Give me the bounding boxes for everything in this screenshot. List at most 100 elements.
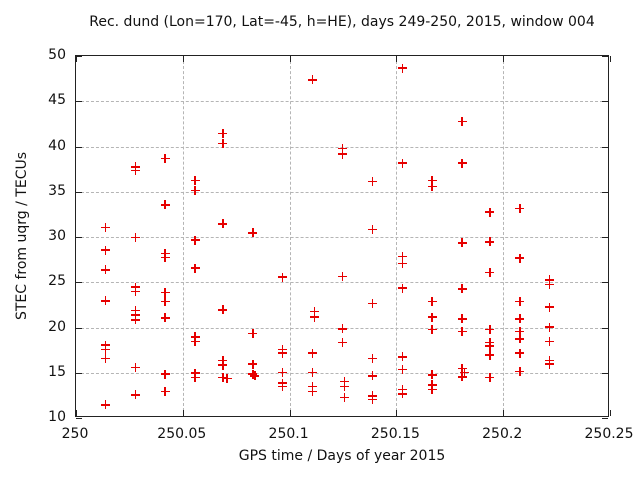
gridline-horizontal: [76, 282, 608, 284]
data-point-marker: [459, 367, 469, 377]
data-point-marker: [427, 380, 437, 390]
tick-mark: [396, 410, 398, 416]
tick-mark: [76, 372, 82, 374]
data-point-marker: [278, 382, 288, 392]
tick-mark: [76, 56, 82, 57]
data-point-marker: [130, 306, 140, 316]
tick-mark: [602, 101, 608, 103]
gridline-horizontal: [76, 191, 608, 193]
data-point-marker: [160, 288, 170, 298]
data-point-marker: [457, 158, 467, 168]
data-point-marker: [397, 63, 407, 73]
data-point-marker: [308, 386, 318, 396]
data-point-marker: [397, 158, 407, 168]
data-point-marker: [218, 355, 228, 365]
data-point-marker: [545, 302, 555, 312]
data-point-marker: [190, 185, 200, 195]
data-point-marker: [397, 365, 407, 375]
data-point-marker: [485, 373, 495, 383]
data-point-marker: [485, 350, 495, 360]
data-point-marker: [190, 336, 200, 346]
tick-mark: [602, 237, 608, 238]
x-axis-title: GPS time / Days of year 2015: [238, 448, 446, 464]
data-point-marker: [190, 235, 200, 245]
data-point-marker: [100, 265, 110, 275]
gridline-vertical: [182, 56, 184, 416]
data-point-marker: [485, 268, 495, 278]
data-point-marker: [485, 237, 495, 247]
data-point-marker: [340, 376, 350, 386]
data-point-marker: [160, 386, 170, 396]
data-point-marker: [367, 371, 377, 381]
data-point-marker: [218, 360, 228, 370]
tick-mark: [289, 56, 291, 62]
data-point-marker: [222, 374, 232, 384]
tick-mark: [503, 410, 505, 416]
data-point-marker: [427, 370, 437, 380]
data-point-marker: [485, 325, 495, 335]
y-tick-label: 40: [48, 137, 66, 154]
y-tick-label: 45: [48, 92, 66, 109]
data-point-marker: [457, 284, 467, 294]
data-point-marker: [130, 363, 140, 373]
tick-mark: [602, 327, 608, 329]
data-point-marker: [248, 228, 258, 238]
data-point-marker: [308, 75, 318, 85]
data-point-marker: [310, 312, 320, 322]
tick-mark: [602, 56, 608, 57]
data-point-marker: [160, 200, 170, 210]
gridline-vertical: [396, 56, 398, 416]
data-point-marker: [397, 389, 407, 399]
data-point-marker: [130, 310, 140, 320]
data-point-marker: [515, 348, 525, 358]
data-point-marker: [218, 219, 228, 229]
data-point-marker: [130, 165, 140, 175]
data-point-marker: [218, 138, 228, 148]
data-point-marker: [545, 275, 555, 285]
data-point-marker: [545, 359, 555, 369]
data-point-marker: [130, 315, 140, 325]
data-point-marker: [160, 313, 170, 323]
data-point-marker: [397, 384, 407, 394]
data-point-marker: [515, 253, 525, 263]
gridline-vertical: [503, 56, 505, 416]
data-point-marker: [308, 348, 318, 358]
chart-title: Rec. dund (Lon=170, Lat=-45, h=HE), days…: [89, 14, 595, 30]
data-point-marker: [100, 222, 110, 232]
data-point-marker: [130, 287, 140, 297]
tick-mark: [610, 56, 611, 62]
data-point-marker: [100, 400, 110, 410]
data-point-marker: [248, 359, 258, 369]
data-point-marker: [190, 373, 200, 383]
tick-mark: [76, 237, 82, 238]
data-point-marker: [190, 368, 200, 378]
data-point-marker: [515, 327, 525, 337]
data-point-marker: [485, 207, 495, 217]
tick-mark: [76, 56, 77, 62]
data-point-marker: [397, 259, 407, 269]
tick-mark: [76, 146, 82, 148]
y-tick-label: 35: [48, 182, 66, 199]
y-tick-label: 20: [48, 318, 66, 335]
data-point-marker: [248, 328, 258, 338]
data-point-marker: [190, 263, 200, 273]
data-point-marker: [190, 332, 200, 342]
data-point-marker: [427, 384, 437, 394]
data-point-marker: [515, 334, 525, 344]
data-point-marker: [367, 298, 377, 308]
tick-mark: [602, 418, 608, 419]
data-point-marker: [457, 327, 467, 337]
data-point-marker: [515, 366, 525, 376]
gridline-horizontal: [76, 101, 608, 103]
data-point-marker: [250, 371, 260, 381]
data-point-marker: [397, 251, 407, 261]
data-point-marker: [278, 348, 288, 358]
data-point-marker: [338, 271, 347, 281]
data-point-marker: [427, 175, 437, 185]
y-tick-label: 10: [48, 409, 66, 425]
data-point-marker: [248, 369, 258, 379]
tick-mark: [602, 282, 608, 284]
tick-mark: [610, 410, 611, 416]
data-point-marker: [218, 305, 228, 315]
data-point-marker: [100, 354, 110, 364]
